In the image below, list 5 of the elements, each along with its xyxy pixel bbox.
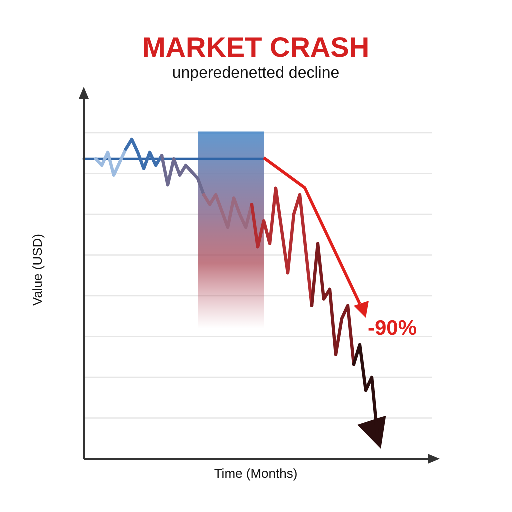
- chart-title: MARKET CRASH: [142, 32, 370, 63]
- x-axis-title: Time (Months): [214, 466, 298, 481]
- annotation: -90%: [368, 317, 418, 340]
- chart-subtitle: unperedenetted decline: [172, 65, 340, 82]
- y-axis-title: Value (USD): [30, 234, 45, 306]
